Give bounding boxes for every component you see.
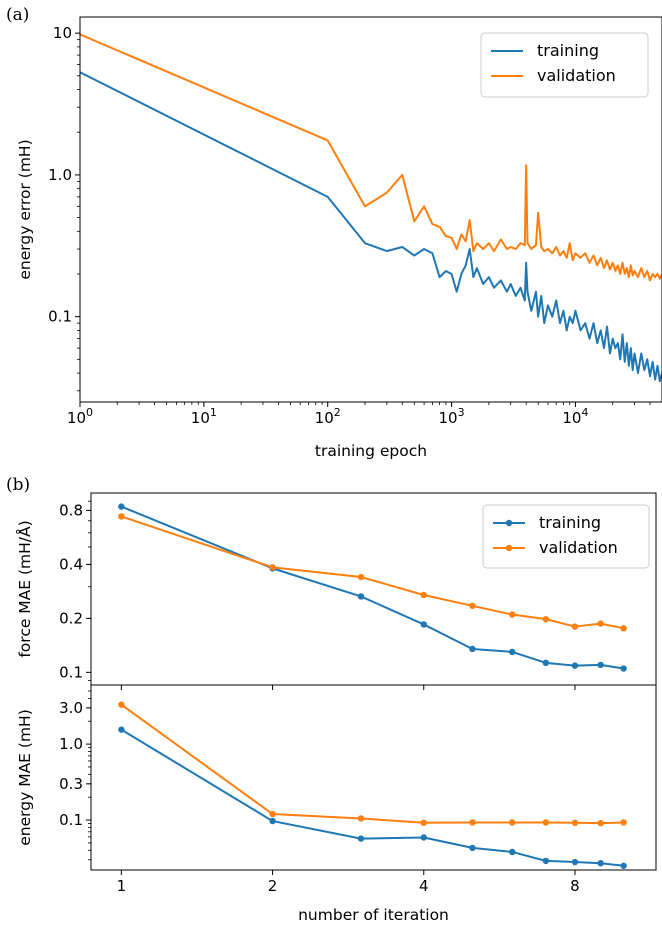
- panel-a-letter: (a): [6, 5, 29, 25]
- legend: training validation: [480, 32, 649, 98]
- data-point-training: [357, 835, 365, 842]
- y-axis-label: energy error (mH): [16, 139, 34, 279]
- x-axis-label: number of iteration: [298, 906, 449, 924]
- data-point-validation: [620, 625, 627, 632]
- data-point-training: [597, 661, 604, 669]
- panel-a-energy-error-chart: 0.1 1.0 10 100 101 102 103 104 energy error (mH)…: [16, 16, 662, 460]
- x-axis-label: training epoch: [315, 442, 427, 460]
- data-point-validation: [597, 620, 604, 627]
- x-tick-label: 8: [570, 877, 580, 895]
- y-tick-label: 0.1: [48, 308, 72, 326]
- data-point-validation: [571, 623, 579, 630]
- legend-label-validation: validation: [539, 538, 618, 557]
- data-point-validation: [357, 815, 365, 822]
- legend-marker-training: [505, 519, 513, 527]
- data-point-training: [469, 645, 476, 653]
- data-point-validation: [269, 810, 276, 818]
- data-point-training: [509, 648, 516, 656]
- data-point-training: [509, 848, 516, 856]
- legend-label-training: training: [537, 41, 599, 60]
- panel-b-letter: (b): [6, 475, 30, 495]
- y-tick-label: 1.0: [59, 735, 83, 753]
- data-point-validation: [420, 591, 427, 599]
- data-point-training: [597, 860, 604, 867]
- series-line-training: [120, 728, 624, 867]
- legend-box: [482, 504, 650, 569]
- data-point-validation: [509, 611, 516, 618]
- y-tick-label: 0.3: [59, 775, 83, 793]
- data-point-validation: [118, 701, 125, 708]
- y-tick-label: 10: [53, 24, 72, 42]
- data-point-training: [469, 844, 476, 852]
- data-point-training: [571, 662, 579, 669]
- data-point-training: [357, 593, 365, 600]
- x-tick-label: 4: [419, 877, 429, 895]
- data-point-validation: [269, 564, 276, 571]
- data-point-validation: [597, 819, 604, 827]
- legend: training validation: [482, 504, 650, 569]
- series-line-training: [121, 505, 624, 670]
- data-point-training: [269, 817, 276, 825]
- data-point-validation: [420, 819, 427, 827]
- data-point-validation: [542, 819, 550, 826]
- x-tick-label: 2: [268, 877, 278, 895]
- y-tick-label: 3.0: [59, 699, 83, 717]
- data-point-training: [420, 621, 427, 628]
- x-tick-label: 101: [191, 406, 217, 427]
- panel-b-force-mae-chart: 0.1 0.2 0.4 0.8 force MAE (mH/Å) training vali…: [15, 492, 657, 690]
- legend-box: [480, 32, 649, 98]
- legend-marker-validation: [505, 544, 513, 552]
- y-tick-label: 0.1: [59, 663, 83, 681]
- data-point-training: [118, 503, 125, 510]
- legend-label-training: training: [539, 513, 601, 532]
- series-line-validation: [120, 703, 624, 825]
- y-tick-label: 0.8: [59, 501, 83, 519]
- x-tick-label: 103: [439, 406, 465, 427]
- data-point-validation: [620, 819, 627, 826]
- data-point-validation: [469, 819, 476, 826]
- data-point-training: [620, 665, 627, 672]
- data-point-validation: [469, 602, 476, 609]
- y-tick-label: 1.0: [48, 166, 72, 184]
- y-axis-label: energy MAE (mH): [16, 709, 34, 845]
- data-point-validation: [509, 819, 516, 826]
- data-point-training: [620, 862, 627, 869]
- series-line-validation: [80, 33, 662, 282]
- y-tick-label: 0.4: [59, 555, 83, 573]
- data-point-training: [542, 659, 550, 667]
- data-point-validation: [571, 819, 579, 827]
- axes-frame: [79, 16, 662, 403]
- x-tick-label: 100: [67, 406, 93, 427]
- y-axis-label: force MAE (mH/Å): [15, 520, 34, 657]
- axes-frame: [90, 684, 657, 871]
- data-point-training: [542, 857, 550, 865]
- series-line-validation: [121, 515, 624, 630]
- data-point-training: [420, 834, 427, 841]
- y-tick-label: 0.1: [59, 811, 83, 829]
- legend-label-validation: validation: [537, 66, 616, 85]
- panel-b-energy-mae-chart: 0.1 0.3 1.0 3.0 1 2 4 8 energy MAE (mH) number of…: [16, 684, 657, 924]
- x-tick-label: 104: [562, 406, 588, 427]
- series-line-training: [80, 71, 662, 383]
- data-point-training: [118, 726, 125, 733]
- data-point-validation: [542, 615, 550, 623]
- data-point-training: [571, 858, 579, 866]
- x-tick-label: 102: [315, 406, 341, 427]
- x-tick-label: 1: [117, 877, 127, 895]
- data-point-validation: [357, 573, 365, 581]
- data-point-validation: [118, 513, 125, 520]
- y-tick-label: 0.2: [59, 609, 83, 627]
